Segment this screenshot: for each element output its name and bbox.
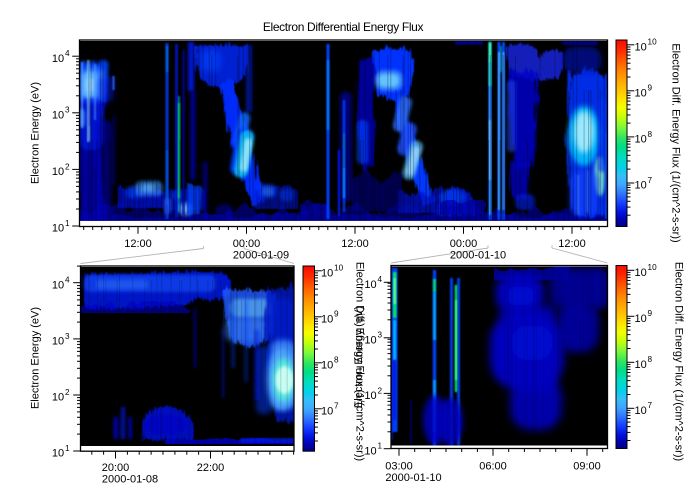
svg-text:06:00: 06:00: [479, 461, 507, 473]
svg-text:Electron Energy (eV): Electron Energy (eV): [30, 82, 42, 184]
svg-text:20:00: 20:00: [102, 462, 130, 474]
svg-text:Electron Diff. Energy Flux (1/: Electron Diff. Energy Flux (1/(cm^2-s-sr…: [670, 43, 682, 242]
svg-text:2000-01-08: 2000-01-08: [102, 473, 158, 485]
svg-text:Electron Energy (eV): Electron Energy (eV): [30, 307, 42, 409]
svg-text:12:00: 12:00: [558, 238, 586, 250]
svg-text:2000-01-09: 2000-01-09: [233, 250, 289, 262]
svg-text:Electron Energy (eV): Electron Energy (eV): [353, 306, 365, 408]
svg-text:Electron Diff. Energy Flux (1/: Electron Diff. Energy Flux (1/(cm^2-s-sr…: [673, 262, 685, 461]
svg-text:2000-01-10: 2000-01-10: [385, 472, 441, 484]
svg-text:22:00: 22:00: [197, 462, 225, 474]
svg-text:Electron Diff. Energy Flux (1/: Electron Diff. Energy Flux (1/(cm^2-s-sr…: [354, 262, 366, 461]
svg-text:2000-01-10: 2000-01-10: [450, 250, 506, 262]
svg-text:12:00: 12:00: [124, 238, 152, 250]
svg-text:00:00: 00:00: [450, 238, 478, 250]
svg-text:00:00: 00:00: [233, 238, 261, 250]
svg-text:09:00: 09:00: [573, 461, 601, 473]
svg-text:Electron Differential Energy F: Electron Differential Energy Flux: [263, 20, 424, 34]
svg-text:12:00: 12:00: [341, 238, 369, 250]
svg-text:03:00: 03:00: [385, 461, 413, 473]
